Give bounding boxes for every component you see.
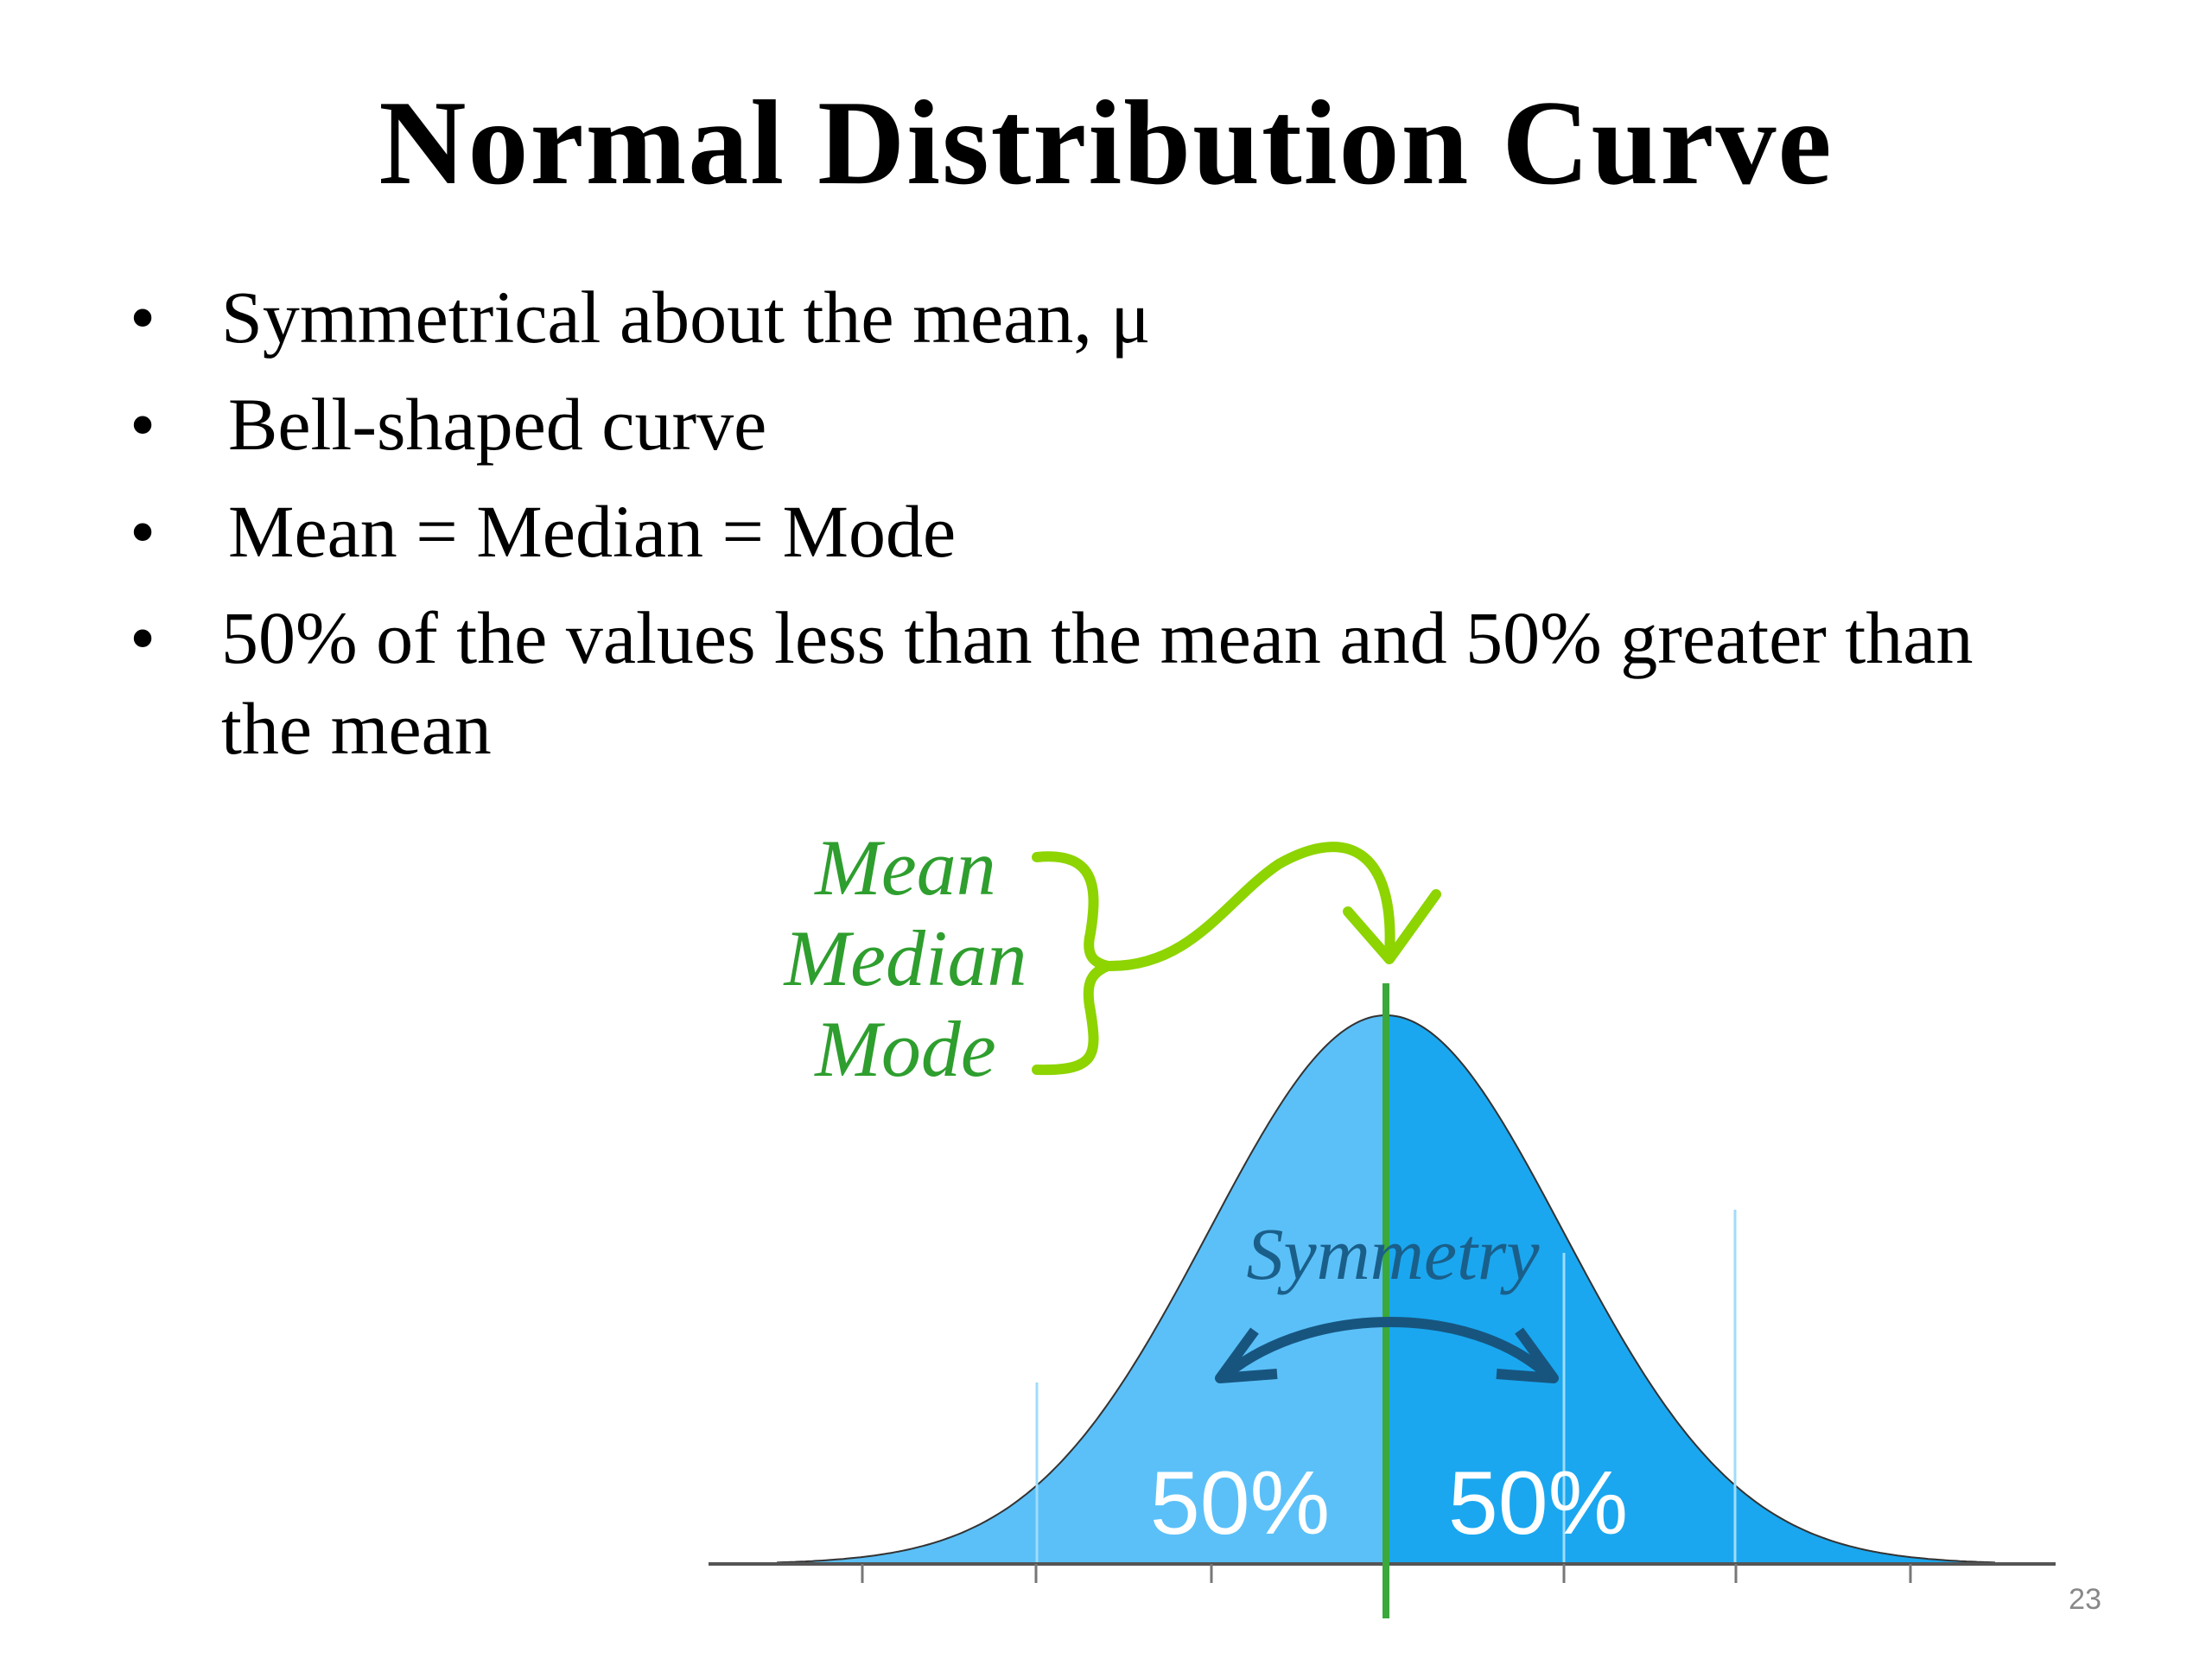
ticks xyxy=(861,1564,1912,1583)
bullet-item: • Mean = Median = Mode xyxy=(130,486,2025,577)
bullet-text: Symmetrical about the mean, μ xyxy=(221,276,1151,359)
page-number: 23 xyxy=(2069,1583,2101,1616)
share-label: 50% xyxy=(1448,1453,1628,1554)
brace xyxy=(1032,851,1125,1076)
curve-right xyxy=(1385,1014,1995,1565)
guides xyxy=(1035,1210,1737,1564)
curve-left xyxy=(777,1014,1387,1565)
arrow-head xyxy=(1215,1327,1278,1383)
bullet-text: Bell-shaped curve xyxy=(228,383,767,466)
bullet-text: 50% of the values less than the mean and… xyxy=(221,596,1974,770)
bullet-item: • Symmetrical about the mean, μ xyxy=(130,272,2018,363)
bullet-item: • 50% of the values less than the mean an… xyxy=(130,593,2018,774)
label: Mean xyxy=(813,823,995,912)
bullet-text: Mean = Median = Mode xyxy=(228,490,957,573)
label: Mode xyxy=(813,1005,995,1093)
arrow-head xyxy=(1343,889,1441,964)
pointer-arrow xyxy=(1105,842,1395,971)
symmetry-arrow xyxy=(1224,1317,1550,1378)
share-labels: 50% 50% xyxy=(1150,1453,1628,1554)
bullet-item: • Bell-shaped curve xyxy=(130,379,2025,470)
label: Median xyxy=(782,914,1027,1002)
slide-title: Normal Distribution Curve xyxy=(378,76,1834,210)
arrow-head xyxy=(1496,1327,1559,1383)
center-labels: Mean Median Mode xyxy=(782,823,1027,1093)
symmetry-label: Symmetry xyxy=(1246,1212,1540,1295)
share-label: 50% xyxy=(1150,1453,1330,1554)
